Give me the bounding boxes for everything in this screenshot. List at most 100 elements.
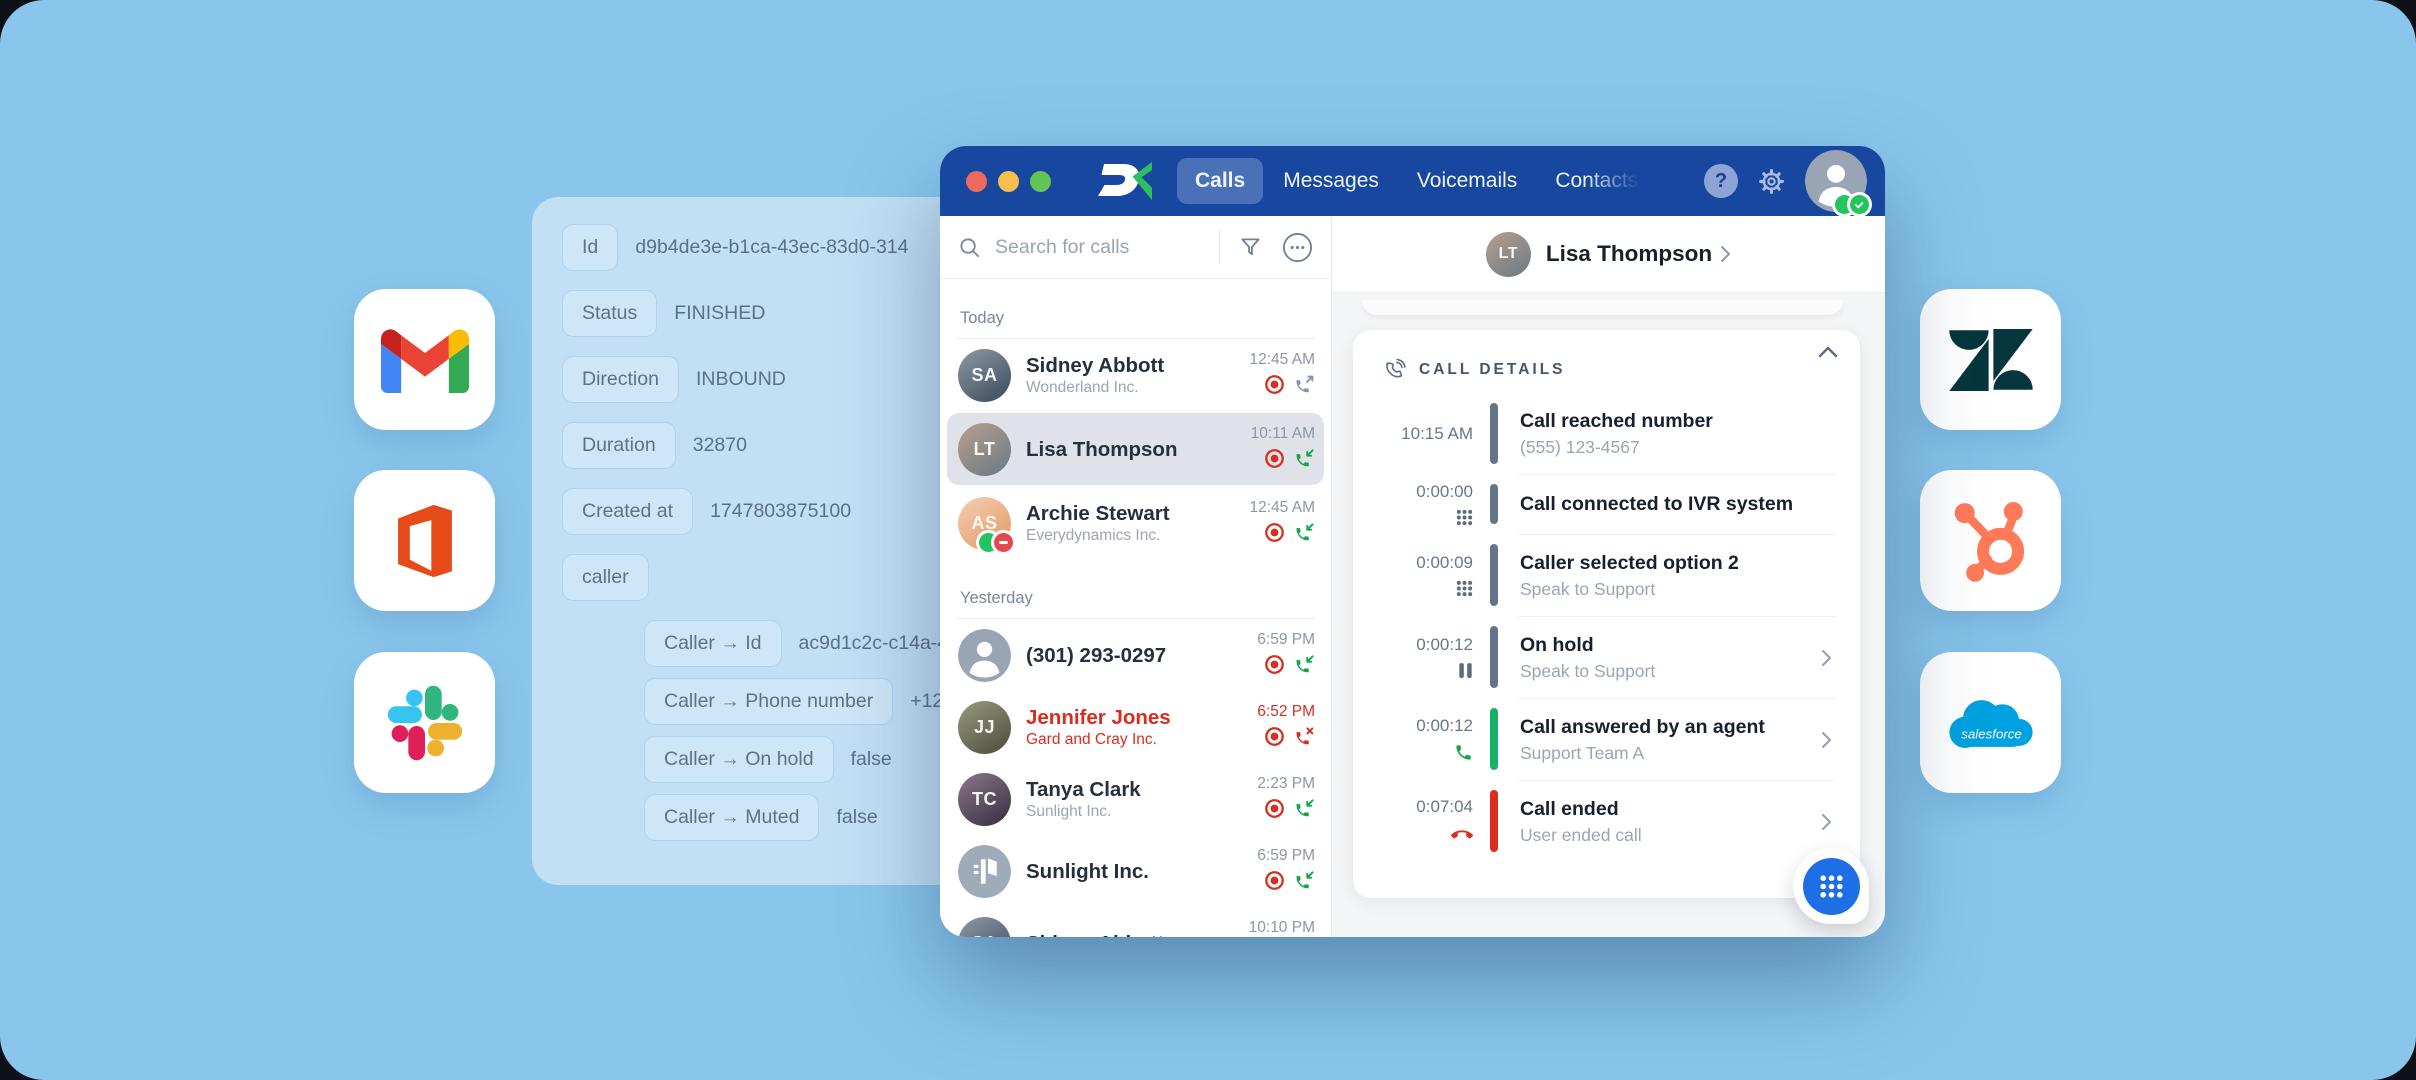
field-label-chip: caller bbox=[562, 554, 649, 601]
tab-messages[interactable]: Messages bbox=[1283, 169, 1379, 192]
field-value: 1747803875100 bbox=[710, 500, 852, 522]
call-row[interactable]: AS Archie Stewart Everydynamics Inc. 12:… bbox=[940, 487, 1331, 559]
call-row[interactable]: LT Lisa Thompson 10:11 AM bbox=[947, 413, 1324, 485]
chevron-right-icon[interactable] bbox=[1821, 731, 1832, 749]
call-direction-icon bbox=[1294, 726, 1315, 752]
gear-icon[interactable] bbox=[1757, 167, 1786, 196]
record-icon bbox=[1264, 374, 1285, 400]
search-bar bbox=[940, 216, 1331, 279]
window-zoom-button[interactable] bbox=[1030, 170, 1051, 192]
avatar bbox=[958, 844, 1011, 898]
field-value: INBOUND bbox=[695, 368, 786, 390]
call-list: Today SA Sidney Abbott Wonderland Inc. 1… bbox=[940, 279, 1331, 937]
tab-calls[interactable]: Calls bbox=[1177, 158, 1264, 204]
event-subtitle: Speak to Support bbox=[1520, 579, 1656, 599]
dnd-status-badge bbox=[994, 532, 1013, 552]
event-subtitle: User ended call bbox=[1520, 825, 1642, 845]
record-icon bbox=[1264, 798, 1285, 824]
section-label: Today bbox=[960, 309, 1005, 327]
field-value: 32870 bbox=[692, 434, 747, 456]
field-label-chip: Caller → Phone number bbox=[644, 678, 894, 725]
event-status-bar bbox=[1490, 708, 1498, 770]
data-field-row: Caller → Phone number +12315 bbox=[644, 678, 972, 725]
dialpad-fab[interactable] bbox=[1793, 848, 1869, 924]
phone-receiver-icon bbox=[1383, 358, 1406, 381]
event-status-bar bbox=[1490, 544, 1498, 606]
event-type-icon bbox=[1454, 743, 1473, 762]
call-time: 10:11 AM bbox=[1250, 424, 1315, 442]
event-status-bar bbox=[1490, 403, 1498, 464]
call-direction-icon bbox=[1294, 870, 1315, 896]
event-time: 10:15 AM bbox=[1401, 423, 1473, 443]
call-time: 2:23 PM bbox=[1257, 774, 1315, 792]
avatar: LT bbox=[958, 422, 1011, 476]
avatar: AS bbox=[958, 496, 1013, 552]
call-time: 6:52 PM bbox=[1257, 702, 1315, 720]
call-row[interactable]: SA Sidney Abbott 10:10 PM bbox=[940, 907, 1331, 937]
call-time: 6:59 PM bbox=[1257, 846, 1315, 864]
event-subtitle: (555) 123-4567 bbox=[1520, 437, 1640, 457]
event-time: 0:00:00 bbox=[1416, 482, 1473, 501]
field-label-chip: Caller → Muted bbox=[644, 794, 820, 841]
call-row[interactable]: TC Tanya Clark Sunlight Inc. 2:23 PM bbox=[940, 763, 1331, 835]
caller-name: Sidney Abbott bbox=[1026, 354, 1165, 377]
avatar: LT bbox=[1485, 231, 1531, 277]
data-field-row: Direction INBOUND bbox=[562, 356, 972, 403]
timeline-event: 0:00:12 On hold Speak to Support bbox=[1377, 616, 1836, 698]
data-field-row: Caller → On hold false bbox=[644, 736, 972, 783]
call-row[interactable]: Sunlight Inc. 6:59 PM bbox=[940, 835, 1331, 907]
window-close-button[interactable] bbox=[966, 170, 987, 192]
app-navbar: Calls Messages Voicemails Contacts ? bbox=[940, 146, 1885, 216]
call-direction-icon bbox=[1294, 798, 1315, 824]
user-avatar[interactable] bbox=[1805, 150, 1869, 214]
call-row[interactable]: JJ Jennifer Jones Gard and Cray Inc. 6:5… bbox=[940, 691, 1331, 763]
event-type-icon bbox=[1458, 662, 1473, 679]
office-icon bbox=[354, 470, 495, 611]
call-list-pane: Today SA Sidney Abbott Wonderland Inc. 1… bbox=[940, 216, 1332, 937]
divider bbox=[956, 338, 1315, 339]
contact-avatar: LT bbox=[1485, 231, 1531, 277]
caller-name: Tanya Clark bbox=[1026, 778, 1141, 801]
call-details-pane: LT Lisa Thompson bbox=[1332, 216, 1885, 937]
svg-text:salesforce: salesforce bbox=[1961, 726, 2022, 741]
avatar: SA bbox=[958, 348, 1011, 402]
call-time: 6:59 PM bbox=[1257, 630, 1315, 648]
scrolled-card-edge bbox=[1362, 300, 1843, 315]
help-icon[interactable]: ? bbox=[1704, 164, 1738, 198]
caller-name: Sunlight Inc. bbox=[1026, 859, 1149, 883]
more-options-icon[interactable] bbox=[1282, 232, 1313, 263]
chevron-right-icon[interactable] bbox=[1821, 813, 1832, 831]
navbar-right-cluster: ? bbox=[1704, 150, 1869, 214]
avatar: TC bbox=[958, 772, 1011, 826]
tab-voicemails[interactable]: Voicemails bbox=[1416, 169, 1518, 192]
event-time: 0:00:12 bbox=[1416, 635, 1473, 654]
contact-header[interactable]: LT Lisa Thompson bbox=[1332, 216, 1885, 292]
event-subtitle: Support Team A bbox=[1520, 743, 1645, 763]
record-icon bbox=[1264, 522, 1285, 548]
event-title: Caller selected option 2 bbox=[1520, 552, 1739, 574]
call-time: 12:45 AM bbox=[1249, 350, 1316, 368]
call-direction-icon bbox=[1294, 448, 1315, 474]
nav-tabs: Calls Messages Voicemails Contacts bbox=[1177, 158, 1644, 204]
window-minimize-button[interactable] bbox=[998, 170, 1019, 192]
filter-icon[interactable] bbox=[1239, 236, 1262, 259]
gmail-icon bbox=[354, 289, 495, 430]
tab-contacts[interactable]: Contacts bbox=[1555, 169, 1639, 192]
caller-name: Jennifer Jones bbox=[1026, 706, 1171, 729]
call-row[interactable]: (301) 293-0297 6:59 PM bbox=[940, 619, 1331, 691]
field-label-chip: Id bbox=[562, 224, 619, 271]
search-input[interactable] bbox=[993, 234, 1211, 260]
event-time: 0:00:12 bbox=[1416, 716, 1473, 735]
event-title: On hold bbox=[1520, 634, 1594, 656]
event-status-bar bbox=[1490, 484, 1498, 524]
timeline-event: 0:07:04 Call ended User ended call bbox=[1377, 780, 1836, 862]
call-time: 12:45 AM bbox=[1249, 498, 1316, 516]
app-window: Calls Messages Voicemails Contacts ? bbox=[940, 146, 1885, 937]
call-row[interactable]: SA Sidney Abbott Wonderland Inc. 12:45 A… bbox=[940, 339, 1331, 411]
window-controls bbox=[966, 170, 1051, 192]
collapse-chevron-up-icon[interactable] bbox=[1818, 346, 1838, 358]
chevron-right-icon[interactable] bbox=[1821, 649, 1832, 667]
record-icon bbox=[1264, 726, 1285, 752]
call-direction-icon bbox=[1294, 374, 1315, 400]
